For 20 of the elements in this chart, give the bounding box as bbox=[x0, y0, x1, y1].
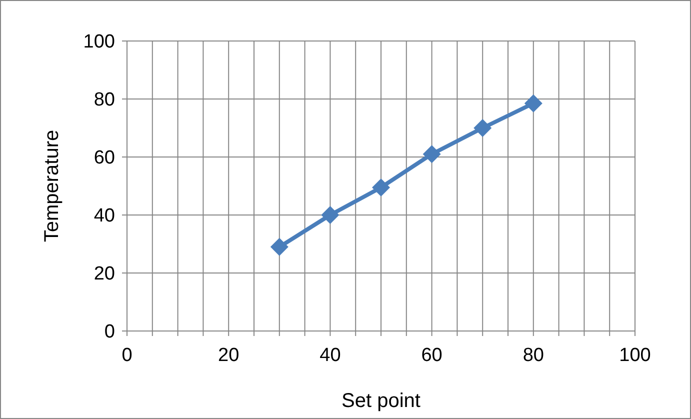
point bbox=[474, 119, 492, 137]
y-tick-label: 100 bbox=[83, 32, 115, 53]
x-tick-label: 100 bbox=[619, 345, 651, 366]
y-tick-label: 20 bbox=[94, 264, 115, 285]
y-tick-label: 40 bbox=[94, 206, 115, 227]
y-tick-label: 60 bbox=[94, 148, 115, 169]
point bbox=[524, 94, 542, 112]
x-axis-title: Set point bbox=[342, 390, 421, 412]
x-tick-label: 20 bbox=[218, 345, 240, 366]
x-tick-label: 40 bbox=[320, 345, 341, 366]
x-tick-label: 60 bbox=[421, 345, 442, 366]
x-tick-label: 0 bbox=[122, 345, 132, 366]
point bbox=[372, 178, 390, 196]
y-tick-label: 0 bbox=[104, 322, 115, 343]
y-axis-title: Temperature bbox=[41, 130, 63, 242]
point bbox=[270, 238, 288, 256]
y-tick-label: 80 bbox=[94, 90, 115, 111]
x-tick-label: 80 bbox=[522, 345, 544, 366]
point bbox=[422, 145, 441, 164]
point bbox=[321, 206, 340, 224]
